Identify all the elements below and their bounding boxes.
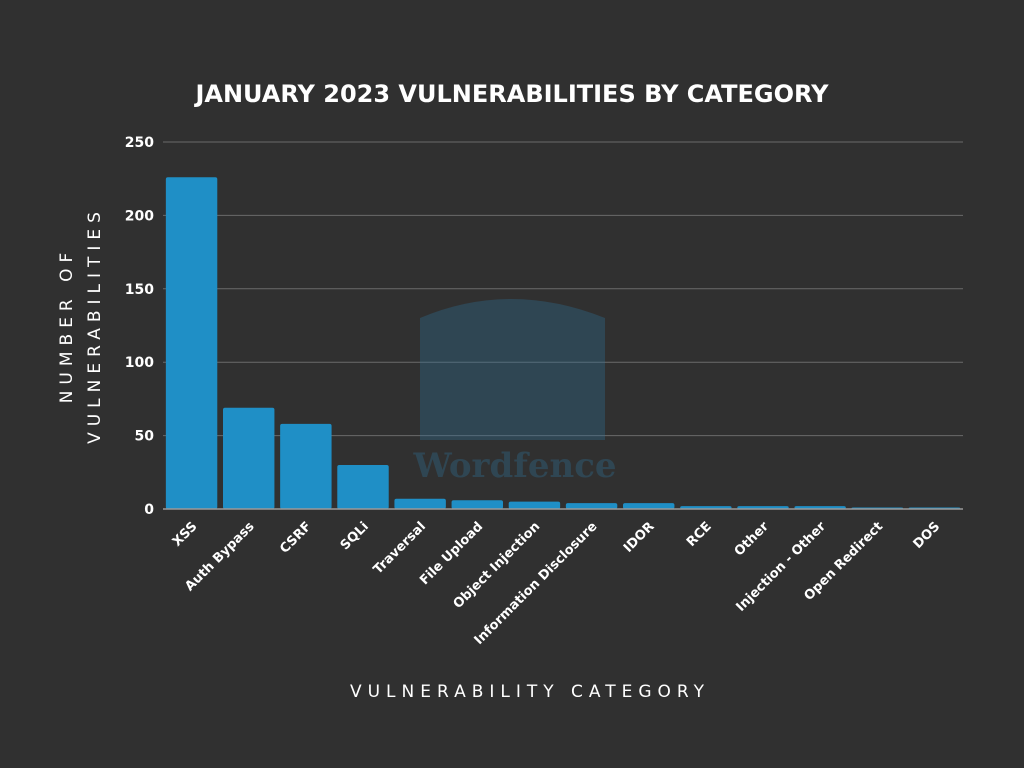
y-tick-label: 0 (144, 502, 154, 518)
x-tick-label: DOS (911, 519, 944, 552)
chart-title: JANUARY 2023 VULNERABILITIES BY CATEGORY (193, 80, 829, 108)
bar-object-injection (508, 501, 561, 509)
bar-file-upload (451, 500, 503, 509)
x-tick-label: CSRF (277, 519, 315, 557)
x-tick-label: IDOR (621, 519, 658, 556)
y-tick-label: 150 (125, 282, 154, 298)
x-tick-label: RCE (684, 519, 715, 550)
x-tick-label: Other (732, 519, 773, 560)
x-tick-label: SQLi (338, 519, 372, 553)
bar-sqli (337, 464, 389, 509)
x-tick-label: Traversal (371, 519, 429, 577)
bar-auth-bypass (223, 407, 275, 509)
y-tick-label: 200 (125, 208, 154, 224)
wordfence-watermark: Wordfence (412, 299, 617, 486)
y-axis-label: NUMBER OF (57, 247, 77, 404)
y-axis-label: VULNERABILITIES (85, 206, 105, 444)
x-axis-label: VULNERABILITY CATEGORY (350, 682, 710, 702)
bar-idor (623, 503, 675, 509)
y-tick-label: 250 (125, 135, 154, 151)
shield-logo-icon (420, 299, 605, 440)
y-tick-label: 50 (135, 429, 155, 445)
y-tick-label: 100 (125, 355, 154, 371)
bar-information-disclosure (565, 503, 618, 509)
x-tick-label: XSS (170, 519, 201, 550)
bar-traversal (394, 498, 446, 509)
x-tick-label: Information Disclosure (472, 519, 601, 648)
bar-csrf (280, 423, 332, 509)
bar-xss (165, 177, 218, 509)
watermark-text: Wordfence (412, 446, 616, 486)
